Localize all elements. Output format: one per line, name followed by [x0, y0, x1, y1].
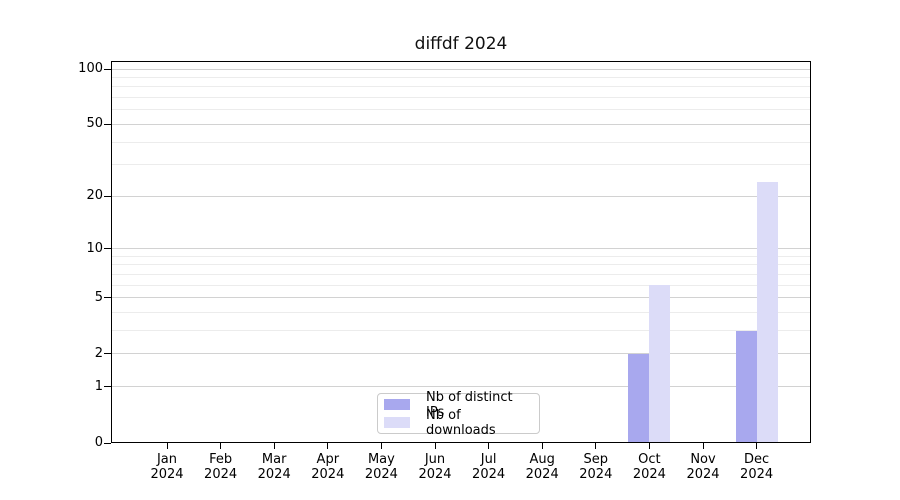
y-tick: [104, 68, 111, 70]
y-tick-label: 5: [94, 289, 103, 305]
bar-downloads: [649, 285, 671, 443]
gridline-minor: [111, 164, 811, 166]
x-tick: [595, 443, 597, 449]
x-tick: [380, 443, 382, 449]
gridline-major: [111, 386, 811, 388]
y-tick-label: 0: [94, 435, 103, 450]
gridline-minor: [111, 255, 811, 257]
y-tick: [104, 195, 111, 197]
gridline-major: [111, 123, 811, 125]
y-tick: [104, 442, 111, 444]
x-tick: [541, 443, 543, 449]
legend-label: Nb of downloads: [426, 407, 496, 438]
gridline-minor: [111, 86, 811, 88]
bar-distinct-ips: [735, 330, 757, 443]
x-tick-label: Dec 2024: [740, 452, 774, 482]
x-tick-label: Nov 2024: [686, 452, 720, 482]
y-tick: [104, 386, 111, 388]
y-tick-label: 10: [86, 240, 103, 256]
bar-distinct-ips: [628, 353, 650, 443]
x-tick-label: Aug 2024: [525, 452, 559, 482]
x-tick-label: Jun 2024: [418, 452, 452, 482]
x-tick-label: Apr 2024: [311, 452, 345, 482]
gridline-minor: [111, 312, 811, 314]
x-tick-label: Sep 2024: [579, 452, 613, 482]
gridline-minor: [111, 284, 811, 286]
legend-item: Nb of distinct IPs: [384, 390, 533, 420]
y-tick-label: 20: [86, 188, 103, 204]
y-tick-label: 50: [86, 116, 103, 132]
gridline-major: [111, 195, 811, 197]
x-tick: [327, 443, 329, 449]
x-tick-label: Jul 2024: [472, 452, 506, 482]
gridline-minor: [111, 97, 811, 99]
legend-swatch: [384, 399, 410, 410]
x-tick: [648, 443, 650, 449]
y-tick: [104, 248, 111, 250]
gridline-major: [111, 297, 811, 299]
x-tick: [756, 443, 758, 449]
y-tick: [104, 297, 111, 299]
gridline-minor: [111, 141, 811, 143]
legend-swatch: [384, 417, 410, 428]
gridline-minor: [111, 109, 811, 111]
gridline-major: [111, 68, 811, 70]
x-tick: [434, 443, 436, 449]
gridline-major: [111, 353, 811, 355]
x-tick: [273, 443, 275, 449]
x-tick: [488, 443, 490, 449]
x-tick-label: Oct 2024: [632, 452, 666, 482]
legend: Nb of distinct IPs Nb of downloads: [377, 390, 540, 438]
x-tick: [220, 443, 222, 449]
bar-downloads: [756, 182, 778, 443]
x-tick-label: Jan 2024: [150, 452, 184, 482]
gridline-minor: [111, 76, 811, 78]
gridline-minor: [111, 264, 811, 266]
y-tick-label: 1: [94, 378, 103, 394]
y-tick-label: 100: [78, 61, 103, 76]
x-tick-label: May 2024: [364, 452, 398, 482]
chart-title: diffdf 2024: [414, 34, 508, 54]
legend-label: Nb of distinct IPs: [426, 389, 513, 420]
gridline-minor: [111, 330, 811, 332]
x-tick-label: Feb 2024: [204, 452, 238, 482]
gridline-minor: [111, 273, 811, 275]
y-tick: [104, 353, 111, 355]
x-tick: [166, 443, 168, 449]
x-tick: [702, 443, 704, 449]
y-tick-label: 2: [94, 345, 103, 361]
x-tick-label: Mar 2024: [257, 452, 291, 482]
gridline-major: [111, 248, 811, 250]
y-tick: [104, 123, 111, 125]
legend-item: Nb of downloads: [384, 408, 533, 438]
